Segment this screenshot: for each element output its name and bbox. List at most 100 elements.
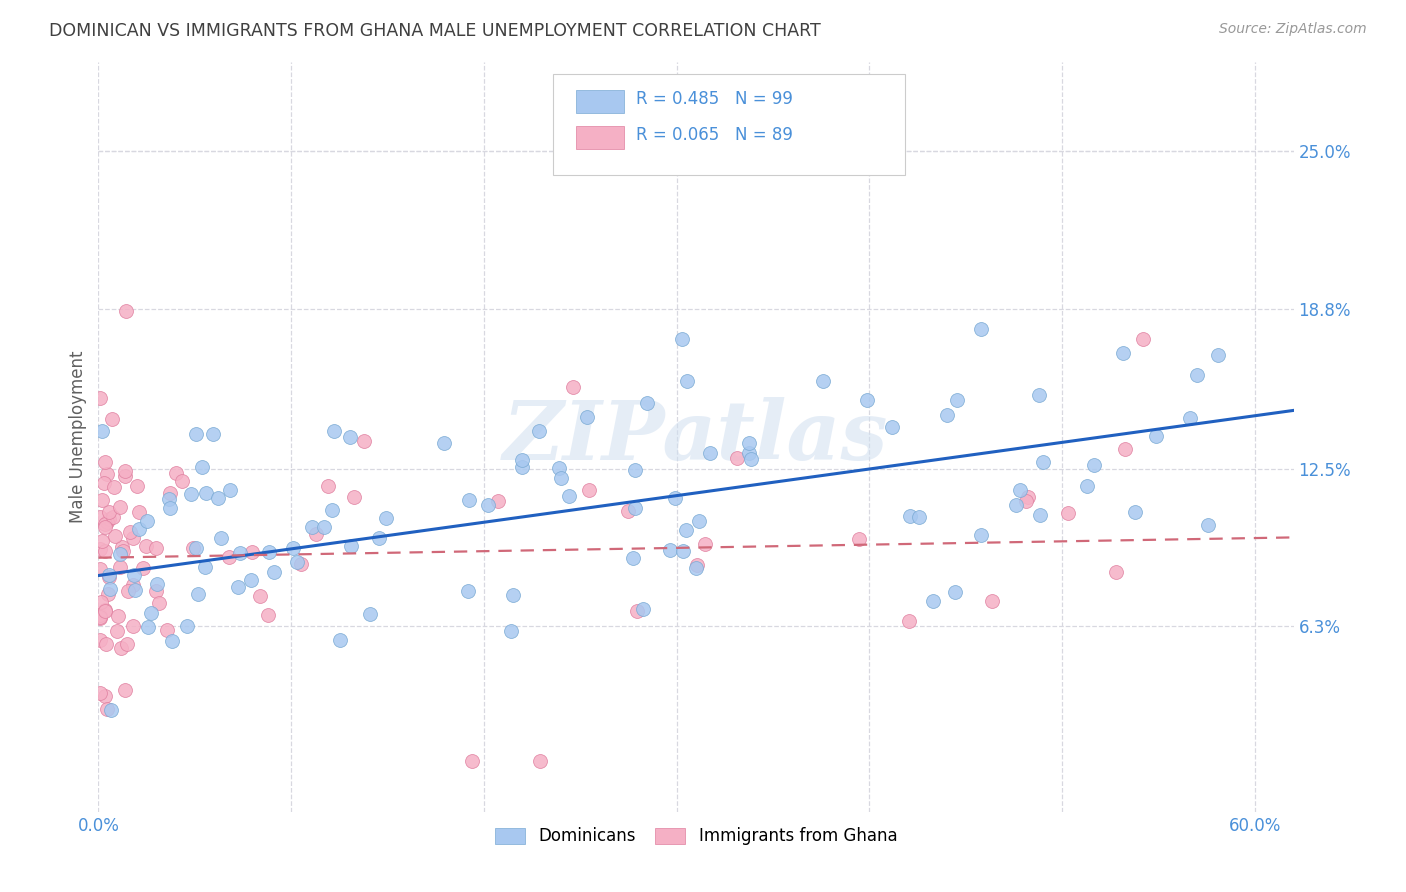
- Point: [89, 562, 111, 576]
- Point: [101, 412, 124, 426]
- Point: [120, 525, 142, 540]
- Point: [240, 545, 263, 559]
- Point: [89, 607, 111, 622]
- Point: [548, 461, 571, 475]
- Point: [121, 619, 143, 633]
- Point: [89, 509, 111, 524]
- Point: [1105, 566, 1128, 580]
- Point: [257, 545, 280, 559]
- Point: [98, 582, 121, 597]
- Point: [725, 451, 748, 466]
- Point: [145, 541, 167, 556]
- Point: [107, 609, 129, 624]
- Point: [94, 544, 117, 558]
- Point: [186, 541, 208, 555]
- Point: [122, 568, 145, 582]
- Point: [848, 532, 870, 546]
- FancyBboxPatch shape: [553, 74, 905, 175]
- Point: [898, 615, 921, 629]
- Point: [145, 576, 167, 591]
- Y-axis label: Male Unemployment: Male Unemployment: [69, 351, 87, 524]
- Point: [501, 624, 523, 638]
- Text: Source: ZipAtlas.com: Source: ZipAtlas.com: [1219, 22, 1367, 37]
- Point: [301, 519, 323, 533]
- Point: [314, 520, 336, 534]
- Point: [89, 610, 111, 624]
- Point: [737, 446, 759, 460]
- Point: [738, 436, 761, 450]
- Point: [170, 474, 193, 488]
- Point: [187, 587, 209, 601]
- Point: [686, 558, 709, 573]
- Point: [112, 543, 135, 558]
- Point: [693, 537, 716, 551]
- Point: [229, 546, 252, 560]
- Point: [135, 539, 157, 553]
- Point: [96, 702, 118, 716]
- Point: [176, 619, 198, 633]
- Point: [148, 596, 170, 610]
- Point: [375, 511, 398, 525]
- Point: [907, 510, 929, 524]
- Point: [658, 543, 681, 558]
- Point: [623, 500, 645, 515]
- Point: [880, 420, 903, 434]
- Point: [226, 580, 249, 594]
- Point: [1015, 494, 1038, 508]
- Point: [114, 468, 136, 483]
- Point: [935, 408, 957, 422]
- Point: [1005, 498, 1028, 512]
- Point: [128, 522, 150, 536]
- FancyBboxPatch shape: [576, 126, 624, 149]
- Point: [626, 604, 648, 618]
- Point: [89, 542, 111, 557]
- Point: [980, 594, 1002, 608]
- Point: [316, 479, 339, 493]
- Point: [1008, 483, 1031, 497]
- Point: [100, 703, 122, 717]
- Point: [194, 559, 217, 574]
- Point: [368, 531, 391, 545]
- Point: [257, 607, 280, 622]
- Point: [108, 559, 131, 574]
- Point: [94, 520, 117, 534]
- Point: [1032, 455, 1054, 469]
- Point: [136, 619, 159, 633]
- Point: [675, 523, 697, 537]
- Point: [576, 409, 599, 424]
- Point: [201, 426, 224, 441]
- Point: [1180, 410, 1202, 425]
- Point: [139, 607, 162, 621]
- Point: [115, 304, 138, 318]
- Point: [321, 502, 343, 516]
- Point: [671, 332, 693, 346]
- Point: [1132, 332, 1154, 346]
- Point: [946, 392, 969, 407]
- Point: [183, 541, 205, 556]
- Point: [672, 544, 695, 558]
- Point: [529, 754, 551, 768]
- Point: [98, 512, 121, 526]
- Point: [104, 529, 127, 543]
- Point: [93, 475, 115, 490]
- Point: [1076, 478, 1098, 492]
- Point: [457, 584, 479, 599]
- Point: [145, 583, 167, 598]
- Point: [1112, 345, 1135, 359]
- Point: [115, 637, 138, 651]
- Point: [159, 486, 181, 500]
- Point: [209, 531, 232, 545]
- Point: [561, 380, 583, 394]
- Point: [510, 460, 533, 475]
- Point: [97, 568, 120, 582]
- Point: [94, 637, 117, 651]
- Point: [477, 498, 499, 512]
- Point: [1144, 429, 1167, 443]
- Point: [623, 463, 645, 477]
- Text: R = 0.485   N = 99: R = 0.485 N = 99: [637, 90, 793, 108]
- Point: [322, 424, 344, 438]
- Point: [664, 491, 686, 506]
- Point: [218, 483, 240, 497]
- Point: [180, 486, 202, 500]
- Point: [194, 486, 217, 500]
